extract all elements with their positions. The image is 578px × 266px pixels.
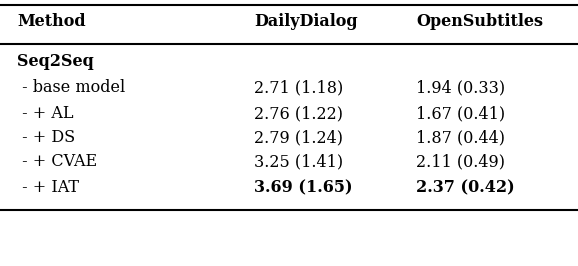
Text: - base model: - base model [17,80,125,97]
Text: 1.87 (0.44): 1.87 (0.44) [416,130,505,147]
Text: OpenSubtitles: OpenSubtitles [416,14,543,31]
Text: 3.69 (1.65): 3.69 (1.65) [254,180,353,197]
Text: 2.79 (1.24): 2.79 (1.24) [254,130,343,147]
Text: - + DS: - + DS [17,130,76,147]
Text: 1.94 (0.33): 1.94 (0.33) [416,80,505,97]
Text: Seq2Seq: Seq2Seq [17,53,94,70]
Text: - + CVAE: - + CVAE [17,153,98,171]
Text: 3.25 (1.41): 3.25 (1.41) [254,153,343,171]
Text: Method: Method [17,14,86,31]
Text: - + AL: - + AL [17,106,74,123]
Text: 1.67 (0.41): 1.67 (0.41) [416,106,505,123]
Text: DailyDialog: DailyDialog [254,14,358,31]
Text: 2.71 (1.18): 2.71 (1.18) [254,80,343,97]
Text: 2.37 (0.42): 2.37 (0.42) [416,180,515,197]
Text: 2.76 (1.22): 2.76 (1.22) [254,106,343,123]
Text: 2.11 (0.49): 2.11 (0.49) [416,153,505,171]
Text: - + IAT: - + IAT [17,180,79,197]
